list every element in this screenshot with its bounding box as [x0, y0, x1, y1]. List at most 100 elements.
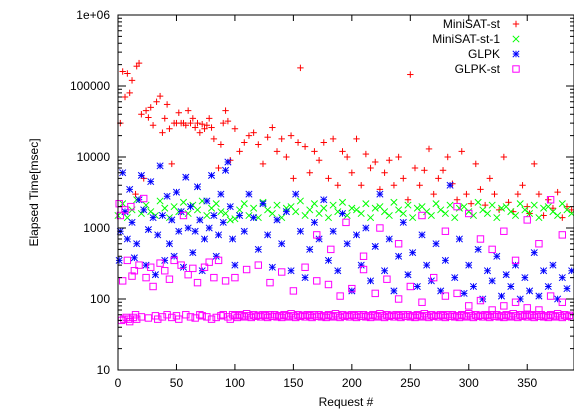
minisat-st-point [416, 182, 423, 189]
glpk-st-point [460, 312, 468, 320]
minisat-st-point [430, 190, 437, 198]
glpk-st-point [212, 313, 220, 322]
legend-marker-glpk-st [512, 65, 520, 73]
glpk-st-point [198, 312, 206, 320]
glpk-st-point [427, 311, 436, 319]
minisat-st-point [348, 169, 356, 176]
minisat-st-1-point [324, 214, 333, 222]
glpk-point [483, 267, 492, 275]
glpk-st-point [472, 311, 480, 319]
glpk-st-point [488, 311, 496, 319]
glpk-st-point [383, 311, 391, 319]
minisat-st-1-point [404, 201, 412, 209]
minisat-st-point [545, 196, 552, 203]
minisat-st-point [194, 119, 201, 127]
minisat-st-point [421, 167, 428, 174]
minisat-st-1-point [348, 204, 356, 212]
glpk-st-point [544, 313, 552, 322]
minisat-st-point [358, 182, 365, 189]
minisat-st-point [269, 124, 276, 131]
glpk-point [488, 277, 496, 285]
glpk-point [352, 231, 361, 239]
glpk-point [254, 245, 262, 253]
minisat-st-1-point [493, 214, 501, 222]
glpk-point [179, 263, 188, 271]
glpk-st-point [481, 311, 489, 319]
glpk-st-point [429, 312, 438, 321]
minisat-st-point [500, 153, 508, 161]
glpk-st-point [217, 312, 225, 320]
minisat-st-point [477, 186, 484, 193]
minisat-st-point [198, 120, 206, 128]
glpk-st-point [131, 311, 140, 319]
glpk-point [175, 227, 183, 235]
minisat-st-1-point [446, 201, 454, 209]
glpk-st-point [128, 272, 136, 280]
glpk-point [535, 292, 543, 300]
minisat-st-point [124, 70, 131, 77]
glpk-st-point [446, 312, 454, 321]
minisat-st-point [425, 145, 433, 153]
glpk-point [521, 274, 529, 282]
glpk-st-point [394, 240, 403, 248]
minisat-st-1-point [399, 209, 407, 218]
glpk-point [296, 227, 304, 235]
glpk-point [212, 252, 220, 260]
glpk-st-point [465, 302, 473, 310]
glpk-st-point [254, 311, 263, 319]
glpk-st-point [355, 311, 363, 319]
minisat-st-point [250, 129, 257, 136]
minisat-st-1-point [217, 208, 225, 216]
glpk-st-point [532, 311, 541, 319]
glpk-point [409, 249, 417, 257]
minisat-st-1-point [264, 206, 272, 214]
glpk-point [207, 171, 216, 179]
glpk-point [196, 216, 204, 224]
glpk-point [142, 261, 150, 269]
glpk-st-point [308, 313, 316, 322]
minisat-st-1-point [273, 201, 281, 209]
glpk-st-point [528, 312, 536, 320]
minisat-st-1-point [147, 208, 155, 216]
glpk-st-point [453, 312, 461, 320]
glpk-point [215, 231, 223, 239]
glpk-st-point [413, 311, 422, 319]
minisat-st-point [273, 148, 281, 155]
series-glpk-st [115, 194, 574, 326]
glpk-st-point [453, 289, 461, 298]
glpk-point [367, 277, 375, 285]
glpk-st-point [516, 311, 524, 319]
glpk-st-point [231, 273, 239, 282]
minisat-st-point [329, 135, 337, 143]
minisat-st-1-point [451, 214, 459, 222]
minisat-st-1-point [441, 209, 449, 218]
glpk-st-point [495, 313, 503, 321]
minisat-st-point [311, 148, 318, 155]
glpk-point [371, 242, 379, 250]
glpk-st-point [479, 313, 487, 321]
minisat-st-point [163, 101, 171, 108]
glpk-st-point [348, 284, 356, 293]
glpk-st-point [289, 287, 298, 295]
glpk-st-point [455, 313, 464, 322]
glpk-st-point [158, 313, 167, 321]
glpk-st-point [147, 263, 155, 271]
glpk-st-point [282, 312, 291, 320]
glpk-st-point [120, 315, 128, 323]
minisat-st-1-point [193, 206, 202, 214]
glpk-st-point [500, 302, 508, 310]
minisat-st-1-point [310, 200, 318, 208]
glpk-point [554, 295, 562, 303]
glpk-st-point [292, 313, 300, 322]
minisat-st-1-point [483, 209, 492, 218]
glpk-st-point [200, 263, 209, 271]
glpk-st-point [127, 202, 135, 211]
glpk-st-point [184, 270, 192, 279]
minisat-st-point [367, 164, 374, 172]
minisat-st-1-point [455, 204, 463, 212]
glpk-st-point [359, 265, 368, 274]
glpk-point [226, 203, 234, 211]
minisat-st-1-point [497, 204, 506, 212]
axis-ticks [117, 14, 574, 371]
minisat-st-point [236, 148, 243, 155]
